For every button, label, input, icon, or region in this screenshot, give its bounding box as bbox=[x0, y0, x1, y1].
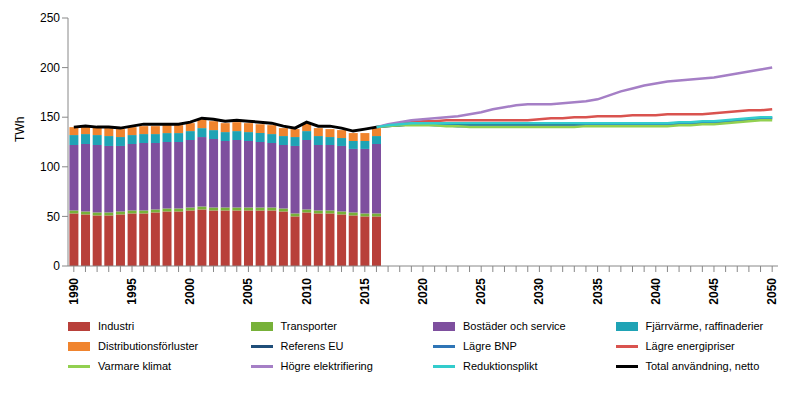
html-text:Bostäder och service: Bostäder och service bbox=[463, 320, 566, 332]
svg-text:2045: 2045 bbox=[707, 278, 721, 305]
html-text:Industri: Industri bbox=[98, 320, 135, 332]
html-text:Lägre energipriser: Lägre energipriser bbox=[645, 340, 735, 352]
html-text:Lägre BNP: Lägre BNP bbox=[463, 340, 517, 352]
html-text:Distributionsförluster: Distributionsförluster bbox=[98, 340, 199, 352]
html-text:Total användning, netto: Total användning, netto bbox=[645, 360, 760, 372]
svg-text:150: 150 bbox=[40, 110, 60, 124]
svg-text:2010: 2010 bbox=[300, 278, 314, 305]
svg-text:0: 0 bbox=[53, 259, 60, 273]
svg-text:200: 200 bbox=[40, 61, 60, 75]
html-text:Högre elektrifiering: Högre elektrifiering bbox=[280, 360, 373, 372]
svg-text:2020: 2020 bbox=[416, 278, 430, 305]
svg-text:2005: 2005 bbox=[241, 278, 255, 305]
svg-text:2035: 2035 bbox=[591, 278, 605, 305]
html-text:Reduktionsplikt: Reduktionsplikt bbox=[463, 360, 538, 372]
html-text:Transporter: Transporter bbox=[280, 320, 337, 332]
svg-text:2015: 2015 bbox=[358, 278, 372, 305]
html-text:Fjärrvärme, raffinaderier: Fjärrvärme, raffinaderier bbox=[645, 320, 764, 332]
svg-text:1995: 1995 bbox=[125, 278, 139, 305]
svg-text:2000: 2000 bbox=[183, 278, 197, 305]
html-text:Varmare klimat: Varmare klimat bbox=[98, 360, 172, 372]
svg-text:50: 50 bbox=[47, 210, 61, 224]
svg-text:2025: 2025 bbox=[474, 278, 488, 305]
html-text:Referens EU: Referens EU bbox=[280, 340, 344, 352]
svg-text:250: 250 bbox=[40, 11, 60, 25]
svg-text:TWh: TWh bbox=[13, 117, 27, 142]
svg-text:2030: 2030 bbox=[532, 278, 546, 305]
svg-text:100: 100 bbox=[40, 160, 60, 174]
svg-text:2050: 2050 bbox=[765, 278, 779, 305]
svg-text:1990: 1990 bbox=[67, 278, 81, 305]
svg-text:2040: 2040 bbox=[649, 278, 663, 305]
